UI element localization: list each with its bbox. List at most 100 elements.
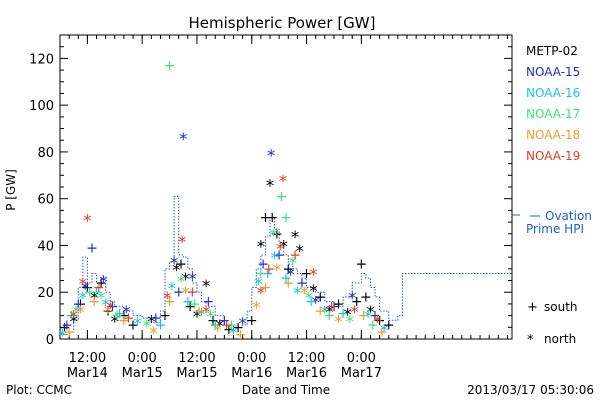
north-point-noaa-16: * bbox=[101, 296, 110, 316]
north-point-noaa-15: * bbox=[286, 266, 295, 286]
south-point-metp-02: + bbox=[75, 296, 87, 312]
north-point-noaa-16: * bbox=[168, 280, 177, 300]
north-point-noaa-17: * bbox=[206, 308, 215, 328]
y-tick-label: 40 bbox=[37, 239, 54, 254]
north-point-noaa-19: * bbox=[69, 308, 78, 328]
north-point-metp-02: * bbox=[343, 305, 352, 325]
x-axis: 12:00Mar140:00Mar1512:00Mar150:00Mar1612… bbox=[59, 35, 508, 381]
south-point-noaa-18: + bbox=[314, 303, 326, 319]
south-point-metp-02: + bbox=[282, 261, 294, 277]
x-tick-label: 0:00 bbox=[237, 351, 266, 366]
legend-item-noaa-19: NOAA-19 bbox=[526, 149, 580, 163]
north-point-noaa-17: * bbox=[72, 303, 81, 323]
south-point-noaa-18: + bbox=[118, 313, 130, 329]
south-point-noaa-15: + bbox=[203, 294, 215, 310]
north-point-noaa-19: * bbox=[106, 298, 115, 318]
x-tick-label: 0:00 bbox=[128, 351, 157, 366]
north-point-noaa-16: * bbox=[197, 305, 206, 325]
y-tick-label: 80 bbox=[37, 146, 54, 161]
south-point-metp-02: + bbox=[159, 308, 171, 324]
north-point-noaa-15: * bbox=[267, 146, 276, 166]
y-tick-label: 0 bbox=[46, 333, 54, 348]
south-point-metp-02: + bbox=[314, 289, 326, 305]
north-point-noaa-16: * bbox=[133, 315, 142, 335]
north-point-metp-02: * bbox=[291, 228, 300, 248]
north-point-metp-02: * bbox=[216, 317, 225, 337]
south-point-noaa-17: + bbox=[276, 189, 288, 205]
north-point-metp-02: * bbox=[309, 282, 318, 302]
ovation-hpi-series bbox=[60, 195, 512, 335]
south-point-noaa-18: + bbox=[88, 294, 100, 310]
north-point-noaa-18: * bbox=[252, 298, 261, 318]
y-tick-label: 100 bbox=[29, 99, 54, 114]
south-point-noaa-19: + bbox=[93, 280, 105, 296]
north-point-noaa-16: * bbox=[380, 322, 389, 342]
north-point-noaa-17: * bbox=[269, 226, 278, 246]
south-point-metp-02: + bbox=[175, 257, 187, 273]
north-point-noaa-19: * bbox=[83, 212, 92, 232]
south-point-noaa-16: + bbox=[155, 317, 167, 333]
north-point-noaa-18: * bbox=[300, 284, 309, 304]
south-point-noaa-18: + bbox=[376, 324, 388, 340]
north-point-metp-02: * bbox=[279, 237, 288, 257]
y-tick-label: 60 bbox=[37, 193, 54, 208]
north-point-metp-02: * bbox=[111, 312, 120, 332]
north-point-metp-02: * bbox=[181, 270, 190, 290]
south-point-noaa-15: + bbox=[72, 296, 84, 312]
south-point-noaa-16: + bbox=[305, 294, 317, 310]
south-point-metp-02: + bbox=[184, 299, 196, 315]
north-point-noaa-15: * bbox=[170, 254, 179, 274]
north-point-noaa-19: * bbox=[279, 172, 288, 192]
south-label: south bbox=[544, 300, 578, 314]
south-point-noaa-15: + bbox=[257, 257, 269, 273]
south-point-noaa-18: + bbox=[193, 303, 205, 319]
north-point-noaa-16: * bbox=[254, 275, 263, 295]
south-point-noaa-17: + bbox=[324, 308, 336, 324]
north-point-noaa-19: * bbox=[309, 266, 318, 286]
south-marker: + bbox=[527, 300, 538, 315]
north-point-noaa-18: * bbox=[149, 324, 158, 344]
x-tick-label: 0:00 bbox=[347, 351, 376, 366]
north-point-metp-02: * bbox=[325, 303, 334, 323]
north-point-noaa-17: * bbox=[142, 317, 151, 337]
north-point-noaa-19: * bbox=[202, 303, 211, 323]
north-point-noaa-16: * bbox=[293, 284, 302, 304]
north-point-noaa-16: * bbox=[321, 303, 330, 323]
north-point-noaa-17: * bbox=[346, 312, 355, 332]
north-point-noaa-18: * bbox=[334, 312, 343, 332]
south-point-noaa-18: + bbox=[358, 308, 370, 324]
x-tick-date-label: Mar14 bbox=[67, 366, 108, 381]
data-points: + *++*++* ++ * +*+*+**+* ++ +*+*++*+**+*+* +*++… bbox=[58, 58, 395, 346]
north-point-noaa-18: * bbox=[76, 303, 85, 323]
south-point-noaa-16: + bbox=[113, 306, 125, 322]
north-point-metp-02: * bbox=[69, 312, 78, 332]
south-point-noaa-19: + bbox=[187, 285, 199, 301]
north-point-metp-02: * bbox=[266, 177, 275, 197]
south-point-noaa-17: + bbox=[164, 58, 176, 74]
south-point-metp-02: + bbox=[383, 317, 395, 333]
south-point-metp-02: + bbox=[95, 275, 107, 291]
south-point-metp-02: + bbox=[207, 313, 219, 329]
south-point-noaa-15: + bbox=[107, 299, 119, 315]
chart-title: Hemispheric Power [GW] bbox=[189, 14, 376, 32]
south-point-noaa-19: + bbox=[289, 247, 301, 263]
south-point-metp-02: + bbox=[118, 308, 130, 324]
south-point-metp-02: + bbox=[232, 320, 244, 336]
south-point-metp-02: + bbox=[351, 294, 363, 310]
south-point-noaa-16: + bbox=[337, 306, 349, 322]
south-point-noaa-16: + bbox=[209, 317, 221, 333]
north-point-noaa-17: * bbox=[97, 289, 106, 309]
south-point-metp-02: + bbox=[301, 266, 313, 282]
north-point-noaa-18: * bbox=[104, 303, 113, 323]
south-point-metp-02: + bbox=[246, 313, 258, 329]
south-point-noaa-15: + bbox=[218, 313, 230, 329]
north-point-metp-02: * bbox=[147, 312, 156, 332]
north-point-noaa-15: * bbox=[122, 303, 131, 323]
south-point-noaa-15: + bbox=[86, 240, 98, 256]
legend-item-noaa-15: NOAA-15 bbox=[526, 65, 580, 79]
x-tick-date-label: Mar16 bbox=[231, 366, 272, 381]
south-point-noaa-19: + bbox=[263, 261, 275, 277]
footer-timestamp: 2013/03/17 05:30:06 bbox=[467, 383, 594, 397]
north-point-noaa-15: * bbox=[188, 270, 197, 290]
south-point-noaa-15: + bbox=[150, 310, 162, 326]
